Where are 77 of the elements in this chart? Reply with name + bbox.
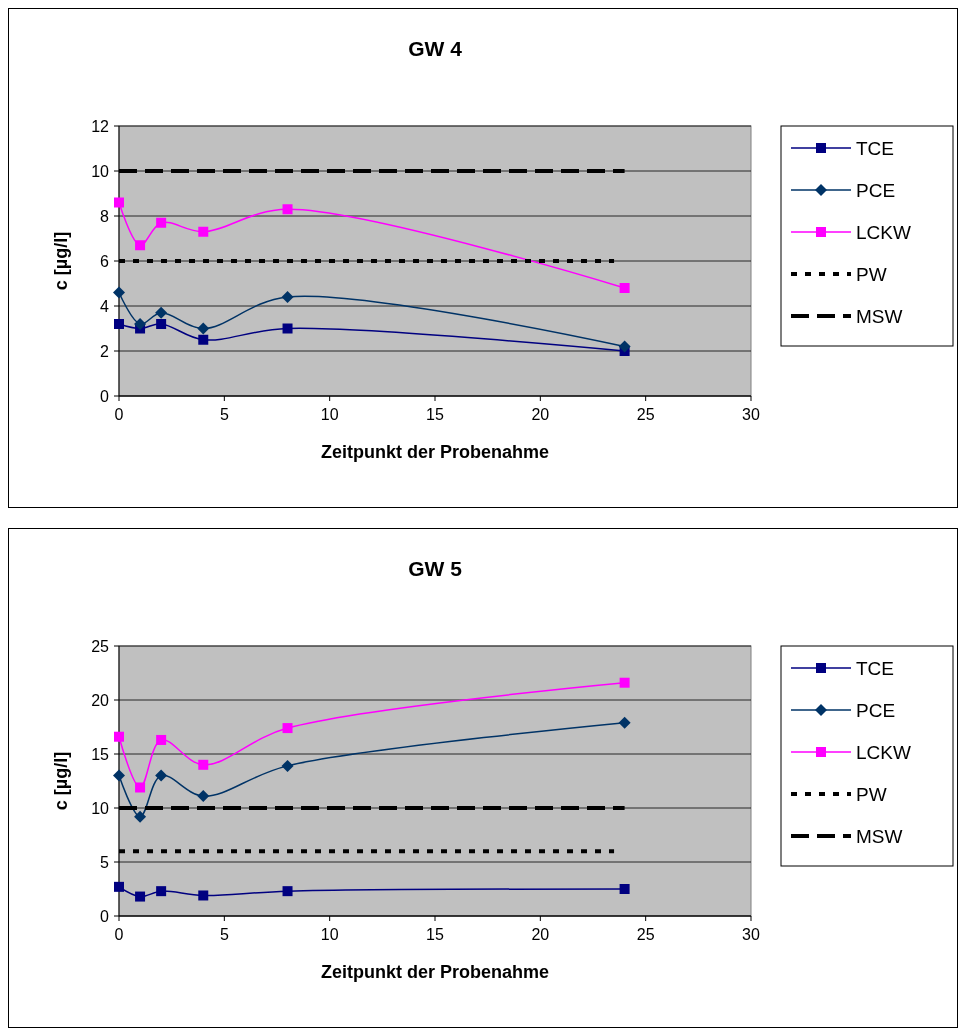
point: [113, 286, 125, 299]
point: [282, 204, 293, 215]
y-tick-label: 8: [100, 207, 110, 225]
point: [281, 759, 294, 772]
legend-label: MSW: [856, 825, 903, 847]
legend-label: PW: [856, 783, 887, 805]
y-tick-label: 20: [91, 691, 110, 709]
point: [198, 334, 209, 345]
point: [618, 340, 631, 353]
x-tick-label: 15: [426, 406, 444, 423]
x-tick-label: 15: [426, 926, 444, 943]
legend-label: TCE: [856, 137, 894, 159]
point: [114, 197, 124, 208]
y-tick-label: 2: [100, 342, 110, 360]
x-axis-title: Zeitpunkt der Probenahme: [320, 962, 550, 982]
point: [282, 723, 293, 734]
x-tick-label: 30: [742, 406, 760, 423]
point: [113, 769, 125, 782]
point: [282, 886, 293, 897]
point: [156, 886, 167, 897]
point: [156, 319, 167, 329]
point: [197, 790, 210, 803]
point: [114, 319, 124, 329]
legend-label: PW: [856, 263, 887, 285]
point: [281, 291, 294, 303]
y-tick-label: 0: [100, 907, 110, 925]
point: [135, 782, 146, 793]
chart-title: GW 5: [408, 557, 463, 580]
x-tick-label: 5: [219, 406, 229, 423]
point: [619, 677, 630, 688]
x-tick-label: 0: [114, 406, 124, 423]
x-tick-label: 5: [219, 926, 229, 943]
legend-label: PCE: [856, 699, 896, 721]
point: [619, 283, 630, 293]
y-axis-title: c [µg/l]: [51, 751, 71, 811]
y-axis-title: c [µg/l]: [51, 231, 71, 291]
point: [197, 322, 210, 335]
point: [114, 881, 124, 892]
point: [135, 240, 146, 251]
x-tick-label: 30: [742, 926, 760, 943]
x-axis-title: Zeitpunkt der Probenahme: [320, 442, 550, 462]
x-tick-label: 10: [320, 406, 339, 423]
y-tick-label: 12: [91, 117, 110, 135]
y-tick-label: 6: [100, 252, 110, 270]
point: [282, 323, 293, 334]
y-tick-label: 25: [91, 637, 110, 655]
x-tick-label: 20: [531, 406, 550, 423]
point: [155, 306, 168, 319]
chart-title: GW 4: [408, 37, 463, 60]
x-tick-label: 20: [531, 926, 550, 943]
point: [135, 891, 146, 902]
legend-label: LCKW: [856, 741, 911, 763]
legend-label: LCKW: [856, 221, 911, 243]
x-tick-label: 25: [636, 926, 655, 943]
point: [156, 217, 167, 228]
y-tick-label: 5: [100, 853, 110, 871]
x-tick-label: 10: [320, 926, 339, 943]
y-tick-label: 4: [100, 297, 110, 315]
point: [155, 769, 168, 782]
y-tick-label: 10: [91, 799, 110, 817]
legend-label: PCE: [856, 179, 896, 201]
y-tick-label: 0: [100, 387, 110, 405]
point: [198, 759, 209, 770]
point: [156, 734, 167, 745]
x-tick-label: 25: [636, 406, 655, 423]
y-tick-label: 15: [91, 745, 110, 763]
point: [198, 226, 209, 237]
point: [618, 716, 631, 729]
legend-label: MSW: [856, 305, 903, 327]
x-tick-label: 0: [114, 926, 124, 943]
point: [134, 810, 147, 823]
point: [114, 731, 124, 742]
point: [134, 318, 147, 330]
legend-label: TCE: [856, 657, 894, 679]
point: [198, 890, 209, 901]
point: [619, 884, 630, 894]
y-tick-label: 10: [91, 162, 110, 180]
